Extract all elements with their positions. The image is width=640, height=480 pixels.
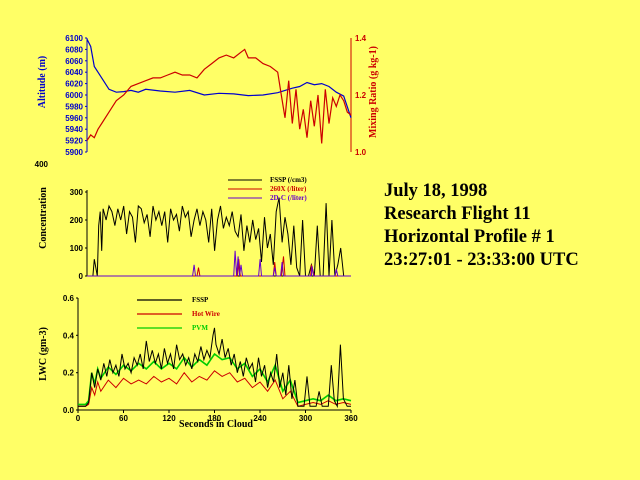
lwc-x-tick-label: 240 <box>253 414 267 423</box>
lwc-x-tick-label: 120 <box>162 414 176 423</box>
lwc-x-tick-label: 60 <box>119 414 128 423</box>
fssp-series-line <box>87 197 351 277</box>
lwc-y-tick-labels: 0.6 0.4 0.2 0.0 <box>63 294 78 415</box>
fssp-legend-label: FSSP <box>192 296 209 304</box>
altitude-tick-label: 6040 <box>65 68 83 77</box>
lwc-legend: FSSP Hot Wire PVM <box>137 296 220 332</box>
lwc-tick-label: 0.6 <box>63 294 75 303</box>
lwc-ylabel: LWC (gm-3) <box>38 327 49 381</box>
altitude-tick-label: 5940 <box>65 125 83 134</box>
altitude-panel: Altitude (m) Mixing Ratio (g kg-1) 61006… <box>35 34 379 169</box>
flight-number: Research Flight 11 <box>384 204 531 224</box>
altitude-tick-label: 6020 <box>65 80 83 89</box>
pvm-legend-label: PVM <box>192 324 208 332</box>
lwc-xlabel: Seconds in Cloud <box>179 419 253 430</box>
mixing-ratio-ylabel: Mixing Ratio (g kg-1) <box>368 46 379 138</box>
mixing-ratio-tick-label: 1.4 <box>355 34 367 43</box>
altitude-tick-labels: 6100 6080 6060 6040 6020 6000 5980 5960 5940 5920… <box>65 34 87 157</box>
concentration-tick-label: 100 <box>70 244 84 253</box>
c2dc-legend-label: 2D-C (/liter) <box>270 194 307 202</box>
hotwire-legend-label: Hot Wire <box>192 310 220 318</box>
concentration-tick-label: 300 <box>70 188 84 197</box>
altitude-tick-label: 6060 <box>65 57 83 66</box>
c260x-legend-label: 260X (/liter) <box>270 185 307 193</box>
time-range: 23:27:01 - 23:33:00 UTC <box>384 250 579 270</box>
lwc-x-tick-label: 180 <box>208 414 222 423</box>
altitude-tick-label: 5960 <box>65 114 83 123</box>
profile-name: Horizontal Profile # 1 <box>384 227 555 247</box>
lwc-x-tick-label: 0 <box>76 414 81 423</box>
fssp-series-line <box>78 327 351 409</box>
lwc-tick-label: 0.2 <box>63 369 75 378</box>
lwc-x-tick-label: 300 <box>299 414 313 423</box>
lwc-series-group <box>78 327 352 409</box>
altitude-ylabel: Altitude (m) <box>37 56 48 109</box>
concentration-tick-label: 0 <box>79 272 84 281</box>
altitude-series-group <box>86 38 352 144</box>
fssp-legend-label: FSSP (/cm3) <box>270 176 307 184</box>
altitude-tick-label: 5980 <box>65 102 83 111</box>
altitude-tick-label: 5900 <box>65 148 83 157</box>
concentration-legend: FSSP (/cm3)260X (/liter)2D-C (/liter) <box>228 176 307 202</box>
altitude-tick-label: 6000 <box>65 91 83 100</box>
concentration-tick-label: 200 <box>70 216 84 225</box>
concentration-ylabel: Concentration <box>38 187 49 249</box>
pvm-series-line <box>78 352 352 406</box>
altitude-tick-label: 6100 <box>65 34 83 43</box>
mixing_ratio-series-line <box>86 48 352 144</box>
orphan-tick-400: 400 <box>35 160 49 169</box>
hotwire-series-line <box>78 370 352 407</box>
mixing-ratio-tick-label: 1.2 <box>355 91 367 100</box>
mixing-ratio-tick-labels: 1.4 1.2 1.0 <box>355 34 367 157</box>
concentration-panel: Concentration 300 200 100 0 FSSP (/cm3)260X… <box>38 176 351 281</box>
lwc-x-tick-label: 360 <box>344 414 358 423</box>
mixing-ratio-tick-label: 1.0 <box>355 148 367 157</box>
concentration-tick-labels: 300 200 100 0 <box>70 188 87 281</box>
altitude-tick-label: 5920 <box>65 137 83 146</box>
concentration-series-group <box>87 197 351 277</box>
flight-info: July 18, 1998 Research Flight 11 Horizon… <box>384 180 579 272</box>
lwc-tick-label: 0.4 <box>63 331 75 340</box>
flight-date: July 18, 1998 <box>384 181 488 201</box>
c2dc-series-line <box>87 250 351 277</box>
altitude-tick-label: 6080 <box>65 45 83 54</box>
lwc-tick-label: 0.0 <box>63 406 75 415</box>
lwc-panel: LWC (gm-3) 0.6 0.4 0.2 0.0 0 60 120 180 240 300 3… <box>38 294 358 430</box>
altitude-series-line <box>86 38 352 118</box>
